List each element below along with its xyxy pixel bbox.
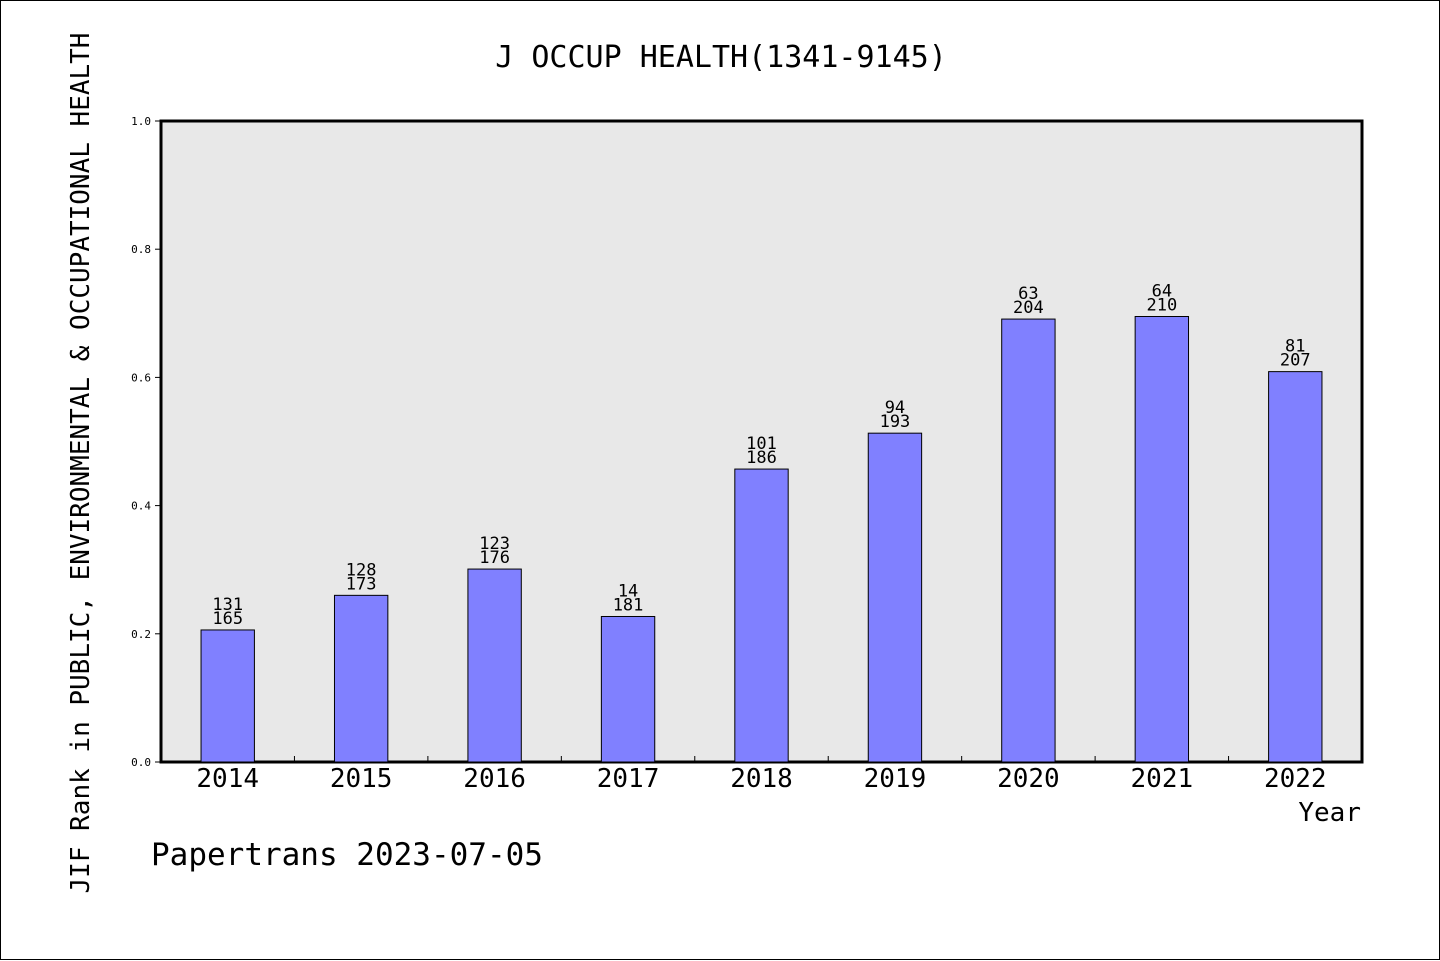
footer-credit: Papertrans 2023-07-05 bbox=[151, 837, 543, 873]
y-tick-label: 1.0 bbox=[131, 115, 151, 128]
bar-label-rank: 123 bbox=[479, 534, 510, 554]
bar-label-rank: 101 bbox=[746, 434, 777, 454]
bar-label-total: 210 bbox=[1146, 296, 1177, 316]
x-tick-label: 2022 bbox=[1264, 764, 1327, 794]
bar-label-rank: 128 bbox=[346, 560, 377, 580]
x-tick-label: 2019 bbox=[864, 764, 927, 794]
y-axis-ticks: 0.0 0.2 0.4 0.6 0.8 1.0 bbox=[131, 115, 161, 769]
y-tick-label: 0.8 bbox=[131, 243, 151, 256]
bar-label-total: 176 bbox=[479, 548, 510, 568]
bar-label-total: 181 bbox=[613, 595, 644, 615]
x-axis-ticks: 2014 2015 2016 2017 2018 2019 2020 2021 2022 bbox=[196, 756, 1327, 794]
bar-label-rank: 131 bbox=[212, 595, 243, 615]
bar-label-total: 173 bbox=[346, 574, 377, 594]
x-tick-label: 2020 bbox=[997, 764, 1060, 794]
x-tick-label: 2015 bbox=[330, 764, 393, 794]
x-tick-label: 2016 bbox=[463, 764, 526, 794]
bar-2021 bbox=[1134, 316, 1190, 763]
bar-label-rank: 94 bbox=[885, 398, 905, 418]
x-tick-label: 2014 bbox=[196, 764, 259, 794]
bar-2017 bbox=[600, 615, 656, 763]
y-tick-label: 0.4 bbox=[131, 500, 151, 513]
x-tick-label: 2017 bbox=[597, 764, 660, 794]
bar-label-total: 207 bbox=[1280, 351, 1311, 371]
bar-label-total: 204 bbox=[1013, 298, 1044, 318]
bar-label-total: 193 bbox=[880, 412, 911, 432]
x-tick-label: 2018 bbox=[730, 764, 793, 794]
bar-2014 bbox=[200, 629, 255, 763]
bar-2015 bbox=[333, 594, 389, 763]
bar-2016 bbox=[467, 568, 522, 763]
bar-label-rank: 63 bbox=[1018, 284, 1038, 304]
bar-2018 bbox=[734, 468, 789, 763]
y-tick-label: 0.0 bbox=[131, 756, 151, 769]
bar-2020 bbox=[1001, 318, 1056, 763]
y-tick-label: 0.2 bbox=[131, 628, 151, 641]
bar-label-total: 165 bbox=[212, 609, 243, 629]
bars bbox=[200, 316, 1323, 763]
x-axis-label: Year bbox=[1298, 798, 1361, 828]
bar-2022 bbox=[1268, 371, 1323, 763]
y-axis-label: JIF Rank in PUBLIC, ENVIRONMENTAL & OCCU… bbox=[66, 33, 96, 894]
bar-label-total: 186 bbox=[746, 448, 777, 468]
bar-2019 bbox=[867, 432, 923, 763]
chart-title: J OCCUP HEALTH(1341-9145) bbox=[495, 40, 947, 75]
y-tick-label: 0.6 bbox=[131, 371, 151, 384]
bar-label-rank: 64 bbox=[1152, 282, 1172, 302]
bar-label-rank: 14 bbox=[618, 581, 638, 601]
bar-label-rank: 81 bbox=[1285, 337, 1305, 357]
x-tick-label: 2021 bbox=[1131, 764, 1194, 794]
